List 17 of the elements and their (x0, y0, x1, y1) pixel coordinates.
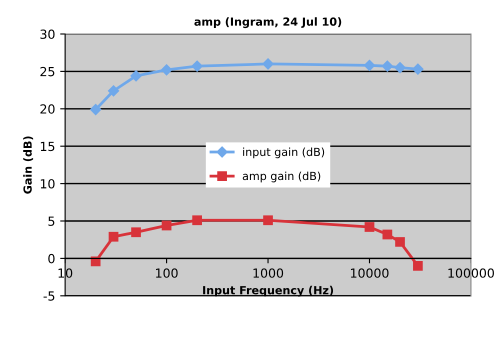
x-tick-label: 1000 (254, 268, 284, 278)
y-tick-label: 30 (40, 29, 55, 39)
x-tick-label: 100000 (448, 268, 494, 278)
y-axis-title: Gain (dB) (23, 136, 34, 194)
y-tick-label: 25 (40, 66, 54, 76)
x-axis-title: Input Frequency (Hz) (203, 286, 334, 297)
legend-label: amp gain (dB) (242, 172, 320, 182)
y-tick-label: -5 (44, 291, 54, 301)
x-tick-label: 10000 (350, 268, 389, 278)
chart-title: amp (Ingram, 24 Jul 10) (194, 17, 342, 28)
legend-label: input gain (dB) (243, 147, 324, 158)
y-tick-label: 20 (40, 104, 55, 114)
x-tick-label: 100 (156, 268, 178, 278)
y-tick-label: 0 (48, 254, 55, 264)
y-tick-label: 10 (40, 179, 55, 189)
y-tick-label: 15 (40, 142, 54, 152)
y-tick-label: 5 (48, 216, 54, 226)
